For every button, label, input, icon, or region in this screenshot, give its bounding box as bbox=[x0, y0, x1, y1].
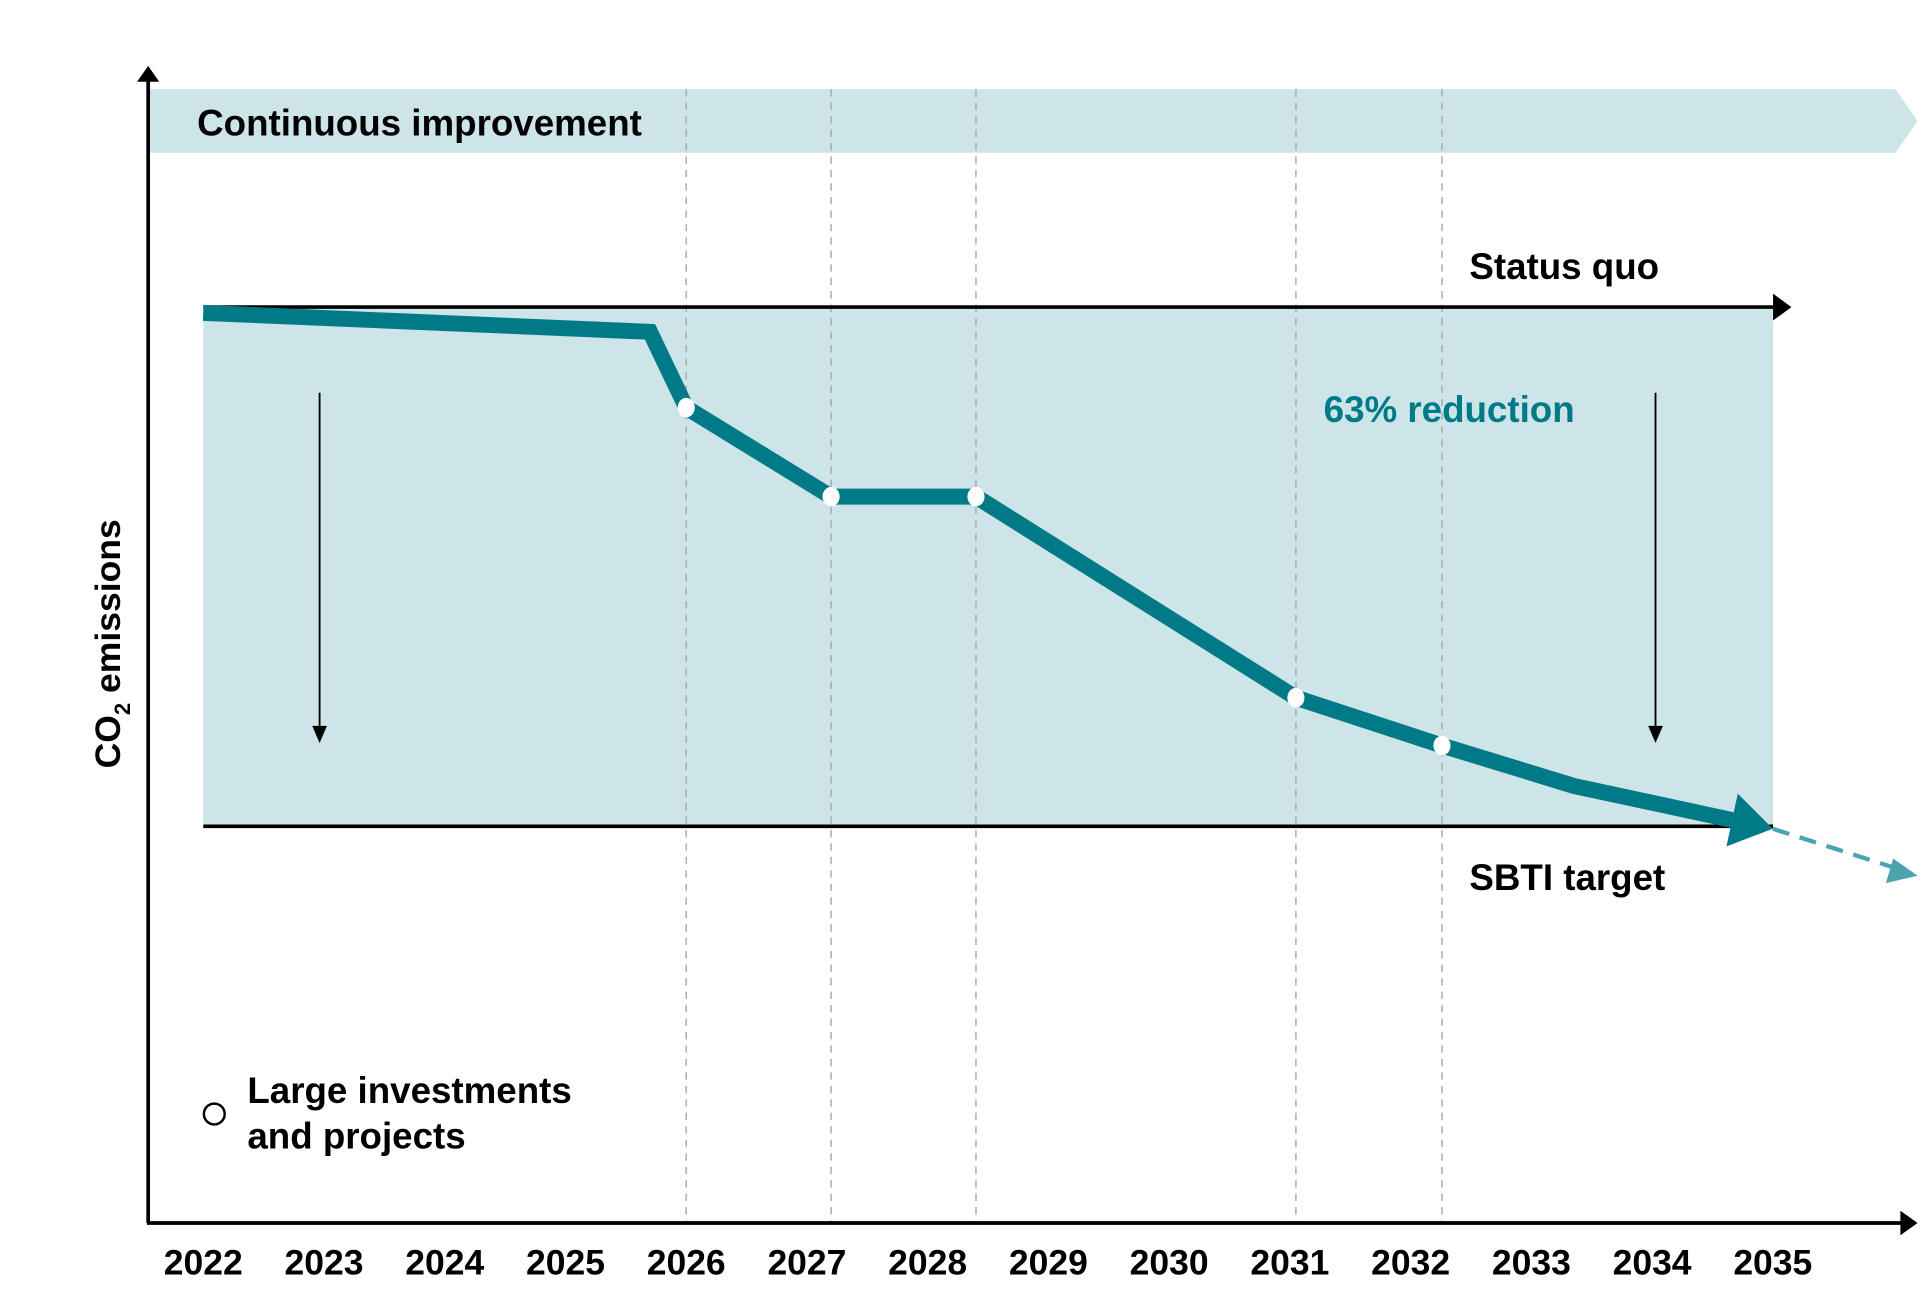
x-tick-label: 2029 bbox=[1009, 1242, 1088, 1282]
legend-label-line2: and projects bbox=[247, 1115, 465, 1156]
investment-marker bbox=[677, 397, 695, 418]
projection-dashed-line bbox=[1772, 826, 1909, 875]
x-tick-label: 2032 bbox=[1371, 1242, 1450, 1282]
x-tick-label: 2027 bbox=[767, 1242, 846, 1282]
x-tick-label: 2033 bbox=[1492, 1242, 1571, 1282]
investment-marker bbox=[822, 486, 840, 507]
y-label-co: CO bbox=[88, 715, 128, 768]
status-quo-arrowhead bbox=[1773, 293, 1792, 321]
projection-arrowhead bbox=[1885, 858, 1918, 884]
x-tick-label: 2031 bbox=[1250, 1242, 1329, 1282]
legend-marker-icon bbox=[202, 1102, 226, 1126]
y-label-rest: emissions bbox=[88, 519, 128, 703]
x-tick-label: 2022 bbox=[164, 1242, 243, 1282]
x-tick-label: 2035 bbox=[1733, 1242, 1812, 1282]
legend-label-line1: Large investments bbox=[247, 1070, 571, 1111]
x-tick-label: 2024 bbox=[405, 1242, 484, 1282]
sbti-target-label: SBTI target bbox=[1469, 857, 1665, 898]
x-tick-label: 2028 bbox=[888, 1242, 967, 1282]
x-tick-label: 2025 bbox=[526, 1242, 605, 1282]
y-axis-arrowhead bbox=[137, 65, 160, 82]
y-label-subscript: 2 bbox=[110, 703, 135, 715]
y-axis-label: CO2 emissions bbox=[88, 519, 135, 768]
x-axis-arrowhead bbox=[1900, 1210, 1918, 1236]
x-tick-label: 2030 bbox=[1130, 1242, 1209, 1282]
x-tick-label: 2023 bbox=[285, 1242, 364, 1282]
status-quo-label: Status quo bbox=[1469, 246, 1659, 287]
reduction-arrowhead-right bbox=[1648, 725, 1663, 744]
banner-label: Continuous improvement bbox=[197, 103, 642, 144]
investment-marker bbox=[967, 486, 985, 507]
investment-marker bbox=[1287, 687, 1305, 708]
continuous-improvement-banner bbox=[148, 89, 1918, 153]
reduction-label: 63% reduction bbox=[1324, 389, 1575, 430]
x-tick-label: 2026 bbox=[647, 1242, 726, 1282]
reduction-band bbox=[203, 307, 1774, 827]
reduction-arrowhead-left bbox=[312, 725, 327, 744]
pathway-arrowhead bbox=[1726, 793, 1773, 847]
x-tick-label: 2034 bbox=[1613, 1242, 1692, 1282]
investment-marker bbox=[1433, 735, 1451, 756]
